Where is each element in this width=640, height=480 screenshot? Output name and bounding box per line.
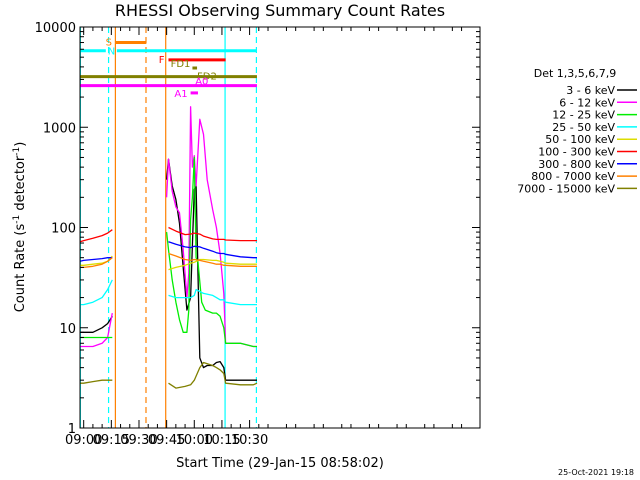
y-axis-label-main: Count Rate (s — [13, 224, 28, 313]
chart-title: RHESSI Observing Summary Count Rates — [115, 1, 445, 20]
plot-area: SNF FD1FD2A0A111010010001000009:0009:1509… — [35, 21, 481, 448]
x-axis-label: Start Time (29-Jan-15 08:58:02) — [176, 456, 384, 471]
y-tick-label-3: 1000 — [43, 121, 76, 136]
legend-label-4: 50 - 100 keV — [545, 133, 615, 146]
y-tick-label-1: 10 — [59, 322, 76, 337]
series-line-5 — [79, 226, 257, 243]
y-axis-label-mid: detector — [13, 155, 28, 215]
x-tick-label-1: 09:15 — [93, 433, 130, 448]
series-line-8 — [80, 361, 258, 389]
x-tick-label-6: 10:30 — [231, 433, 268, 448]
x-tick-label-4: 10:00 — [176, 433, 213, 448]
y-axis-label-exp1: -1 — [12, 215, 22, 224]
flag-label-7: A1 — [174, 89, 187, 100]
series-line-3 — [80, 279, 257, 306]
legend-label-8: 7000 - 15000 keV — [517, 182, 615, 195]
legend-label-3: 25 - 50 keV — [552, 121, 615, 134]
series-line-6 — [79, 241, 257, 262]
y-tick-label-2: 100 — [51, 222, 76, 237]
y-tick-label-0: 1 — [68, 422, 76, 437]
flag-label-5: FD2 — [197, 72, 217, 83]
flag-label-4: FD1 — [171, 59, 191, 70]
flag-label-0: S — [106, 38, 112, 49]
timestamp: 25-Oct-2021 19:18 — [558, 468, 634, 477]
x-tick-label-5: 10:15 — [203, 433, 240, 448]
legend-label-7: 800 - 7000 keV — [531, 170, 615, 183]
legend-label-5: 100 - 300 keV — [538, 146, 615, 159]
legend-label-0: 3 - 6 keV — [566, 84, 615, 97]
flag-label-6: A0 — [195, 77, 208, 88]
x-tick-label-3: 09:45 — [148, 433, 185, 448]
legend-label-2: 12 - 25 keV — [552, 109, 615, 122]
legend-label-6: 300 - 800 keV — [538, 158, 615, 171]
x-tick-label-0: 09:00 — [65, 433, 102, 448]
flag-label-1: N — [108, 47, 115, 58]
legend-label-1: 6 - 12 keV — [559, 96, 615, 109]
legend-title: Det 1,3,5,6,7,9 — [534, 67, 617, 80]
x-tick-label-2: 09:30 — [120, 433, 157, 448]
y-tick-label-4: 10000 — [35, 21, 76, 36]
series-line-1 — [80, 106, 257, 348]
y-axis-label-end: ) — [13, 142, 28, 147]
y-axis-label: Count Rate (s-1 detector-1) — [12, 142, 28, 313]
y-axis-label-exp2: -1 — [12, 147, 22, 156]
flag-label-3: F — [159, 55, 165, 66]
